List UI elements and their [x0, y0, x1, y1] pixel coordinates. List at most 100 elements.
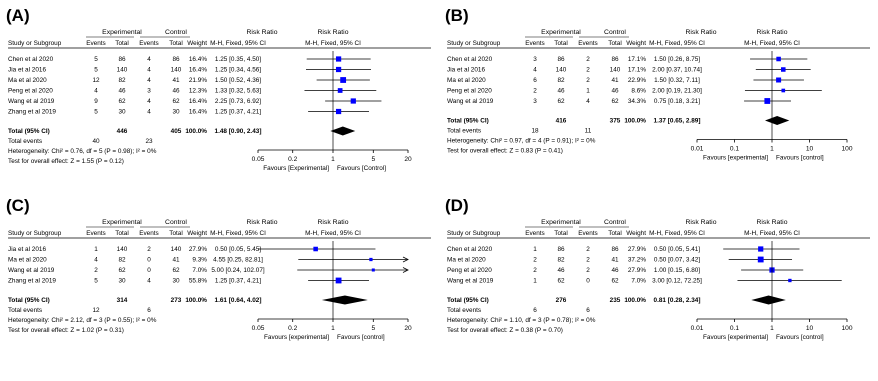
header-ci: M-H, Fixed, 95% CI — [210, 40, 266, 47]
study-weight: 34.3% — [628, 98, 646, 105]
study-events-control: 4 — [147, 98, 151, 105]
header-control: Control — [604, 219, 626, 226]
study-ci: 3.00 [0.12, 72.25] — [652, 278, 702, 285]
study-events-control: 2 — [147, 246, 151, 253]
total-events-experimental: 18 — [531, 128, 539, 135]
header-study: Study or Subgroup — [8, 40, 62, 47]
study-total-control: 140 — [171, 246, 182, 253]
header-ci: M-H, Fixed, 95% CI — [649, 40, 705, 47]
header-ci: M-H, Fixed, 95% CI — [210, 230, 266, 237]
header-control: Control — [165, 219, 187, 226]
study-events-experimental: 2 — [533, 257, 537, 264]
study-events-control: 0 — [586, 278, 590, 285]
header-risk-ratio: Risk Ratio — [686, 219, 717, 226]
study-ci: 1.25 [0.37, 4.21] — [215, 109, 261, 116]
axis-tick-label: 0.01 — [691, 146, 704, 153]
header-control: Control — [165, 29, 187, 36]
header-experimental: Experimental — [541, 219, 581, 226]
study-name: Chen et al 2020 — [8, 56, 54, 63]
study-total-control: 46 — [172, 88, 180, 95]
study-weight: 16.4% — [189, 98, 207, 105]
header-risk-ratio: Risk Ratio — [247, 219, 278, 226]
point-estimate — [371, 268, 375, 272]
total-weight: 100.0% — [185, 297, 207, 304]
header-plot-ci: M-H, Fixed, 95% CI — [744, 40, 800, 47]
header-plot-ci: M-H, Fixed, 95% CI — [305, 230, 361, 237]
panel-letter: (C) — [6, 196, 30, 215]
study-total-control: 86 — [172, 56, 180, 63]
forest-plot-b: Experimental Control Risk Ratio Risk Ratio S… — [447, 29, 870, 162]
axis-tick-label: 1 — [331, 325, 335, 332]
pooled-diamond — [751, 295, 786, 305]
header-events: Events — [139, 230, 159, 237]
total-control: 405 — [171, 128, 182, 135]
study-weight: 7.0% — [192, 267, 207, 274]
study-total-control: 30 — [172, 278, 180, 285]
study-name: Ma et al 2020 — [447, 257, 486, 264]
total-weight: 100.0% — [624, 118, 646, 125]
study-ci: 0.50 [0.05, 5.45] — [215, 246, 261, 253]
header-weight: Weight — [187, 230, 207, 237]
header-plot-risk-ratio: Risk Ratio — [757, 29, 788, 36]
axis-tick-label: 0.05 — [252, 325, 265, 332]
study-weight: 16.4% — [189, 109, 207, 116]
header-weight: Weight — [626, 230, 646, 237]
header-events: Events — [139, 40, 159, 47]
study-events-experimental: 5 — [94, 278, 98, 285]
study-ci: 0.75 [0.18, 3.21] — [654, 98, 700, 105]
forest-plot-d: Experimental Control Risk Ratio Risk Ratio S… — [447, 219, 870, 341]
study-events-experimental: 4 — [533, 67, 537, 74]
study-ci: 1.50 [0.26, 8.75] — [654, 56, 700, 63]
study-total-control: 41 — [611, 77, 619, 84]
study-weight: 22.9% — [628, 77, 646, 84]
header-study: Study or Subgroup — [8, 230, 62, 237]
study-total-control: 140 — [610, 67, 621, 74]
favours-control-label: Favours [control] — [337, 334, 385, 341]
overall-effect-text: Test for overall effect: Z = 1.02 (P = 0… — [8, 327, 124, 334]
favours-experimental-label: Favours [Experimental] — [263, 165, 329, 172]
study-total-experimental: 62 — [557, 278, 565, 285]
study-ci: 1.25 [0.35, 4.50] — [215, 56, 261, 63]
study-weight: 16.4% — [189, 56, 207, 63]
study-name: Peng et al 2020 — [447, 88, 492, 95]
axis-tick-label: 20 — [404, 156, 412, 163]
header-experimental: Experimental — [102, 29, 142, 36]
study-total-control: 41 — [611, 257, 619, 264]
study-total-experimental: 86 — [557, 246, 565, 253]
heterogeneity-text: Heterogeneity: Chi² = 0.76, df = 5 (P = … — [8, 148, 157, 155]
study-total-experimental: 30 — [118, 109, 126, 116]
panel-letter: (D) — [445, 196, 469, 215]
heterogeneity-text: Heterogeneity: Chi² = 0.97, df = 4 (P = … — [447, 138, 596, 145]
forest-plot-c: Experimental Control Risk Ratio Risk Ratio S… — [8, 219, 431, 341]
study-weight: 17.1% — [628, 67, 646, 74]
study-name: Ma et al 2020 — [8, 77, 47, 84]
total-events-control: 6 — [147, 307, 151, 314]
study-total-experimental: 46 — [557, 267, 565, 274]
study-total-control: 62 — [611, 278, 619, 285]
point-estimate — [764, 98, 771, 104]
total-events-label: Total events — [8, 307, 42, 314]
favours-control-label: Favours [control] — [776, 155, 824, 162]
study-ci: 1.50 [0.52, 4.36] — [215, 77, 261, 84]
forest-plot-a: Experimental Control Risk Ratio Risk Ratio S… — [8, 29, 431, 172]
study-events-control: 0 — [147, 257, 151, 264]
study-events-control: 2 — [586, 77, 590, 84]
header-control: Control — [604, 29, 626, 36]
header-total: Total — [169, 40, 183, 47]
study-name: Wang et al 2019 — [8, 267, 55, 274]
study-events-control: 1 — [586, 88, 590, 95]
axis-tick-label: 0.01 — [691, 325, 704, 332]
point-estimate — [758, 246, 764, 252]
study-events-experimental: 4 — [94, 88, 98, 95]
axis-tick-label: 100 — [841, 325, 852, 332]
axis-tick-label: 1 — [770, 325, 774, 332]
axis-tick-label: 0.05 — [252, 156, 265, 163]
axis-tick-label: 5 — [371, 325, 375, 332]
study-total-control: 46 — [611, 88, 619, 95]
point-estimate — [776, 77, 782, 83]
study-total-experimental: 62 — [118, 267, 126, 274]
study-events-experimental: 5 — [94, 56, 98, 63]
study-total-control: 62 — [172, 267, 180, 274]
study-total-experimental: 82 — [118, 257, 126, 264]
point-estimate — [337, 88, 343, 93]
